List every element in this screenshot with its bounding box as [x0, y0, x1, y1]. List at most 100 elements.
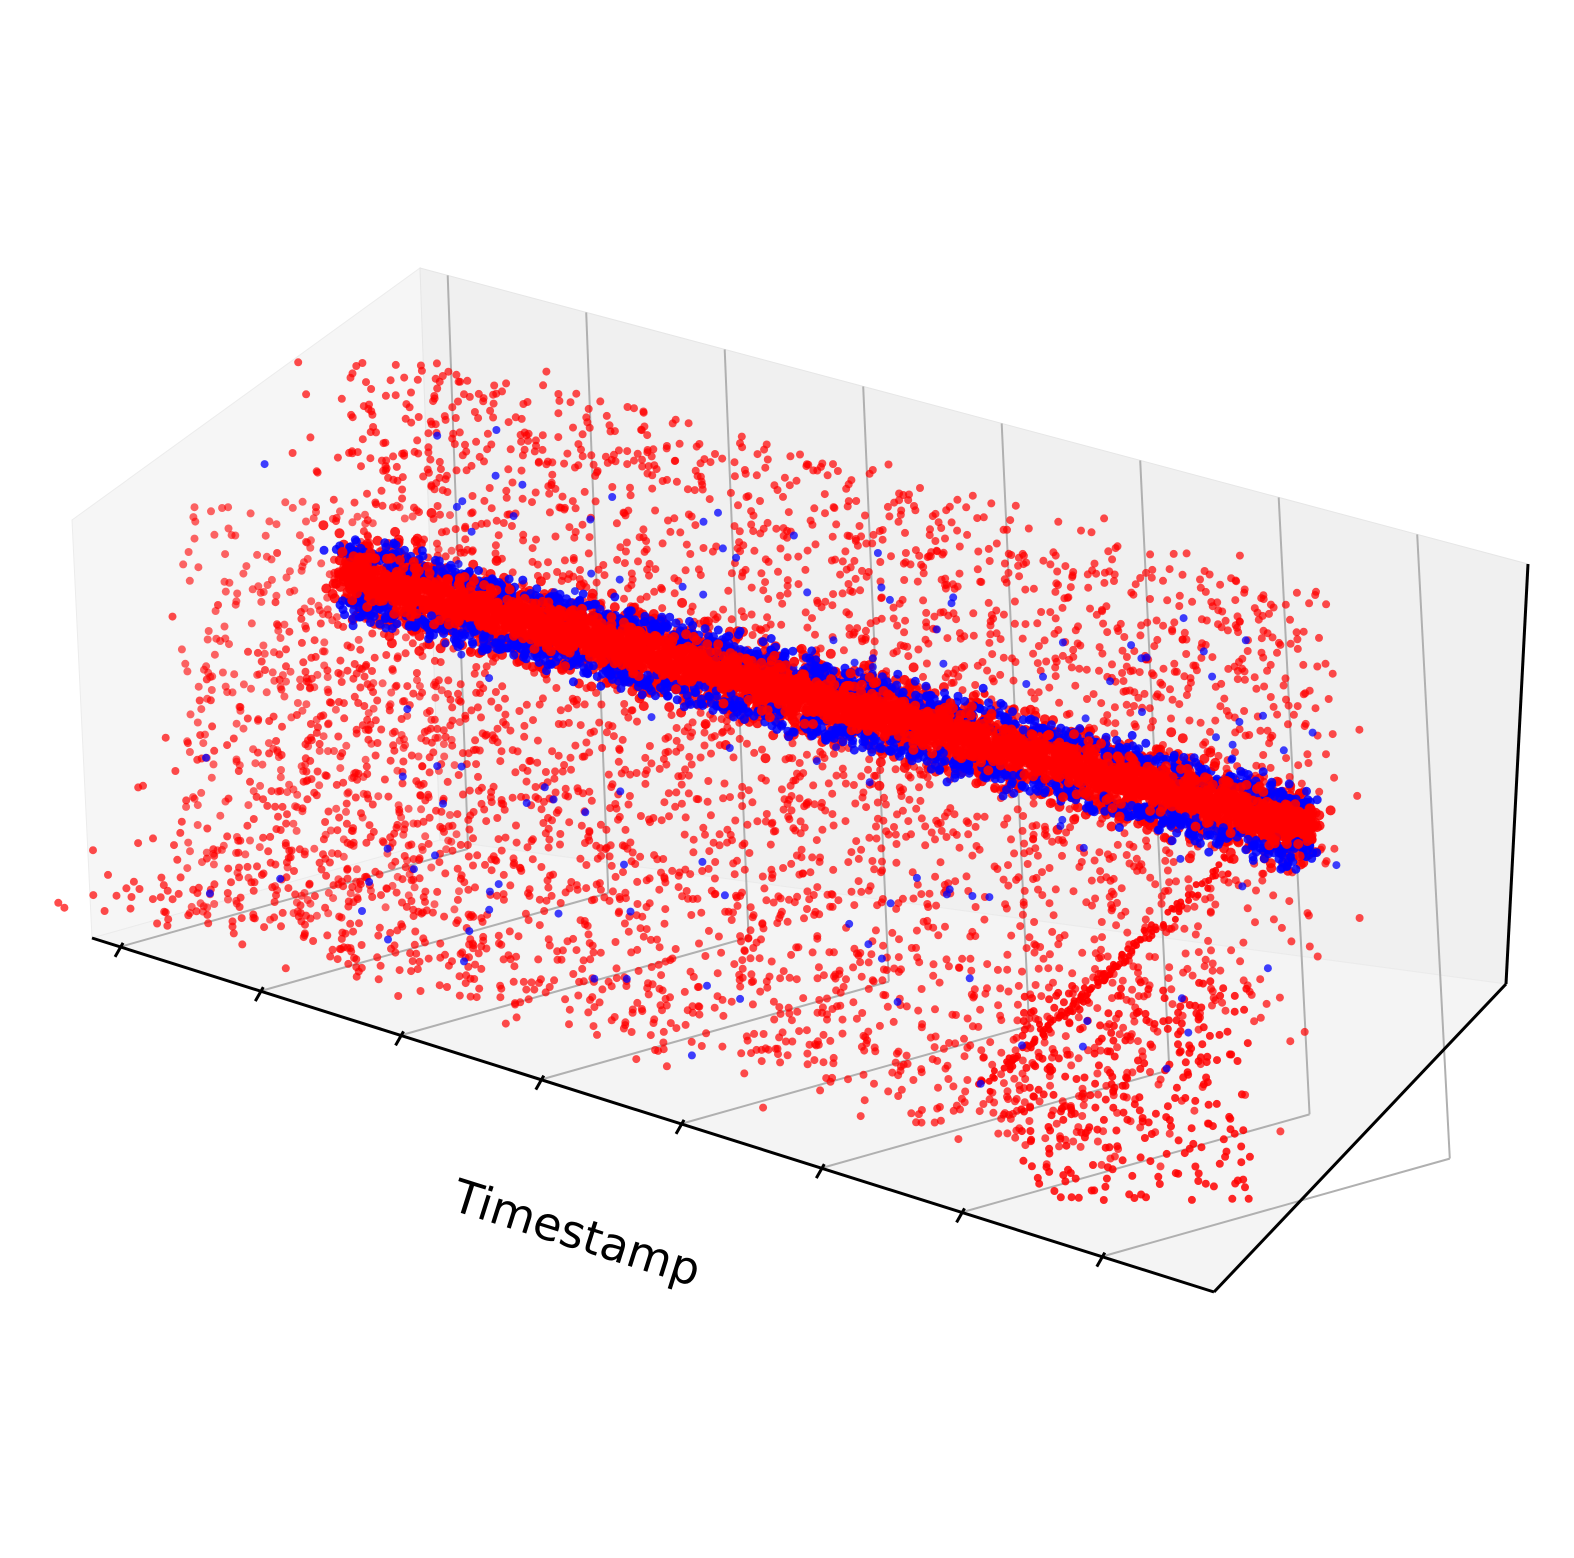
scatter-point	[1315, 787, 1324, 796]
scatter-point	[1239, 1175, 1248, 1184]
scatter-point	[717, 948, 726, 957]
scatter-point	[310, 892, 319, 901]
scatter-point	[1130, 862, 1138, 871]
scatter-point	[1024, 524, 1033, 533]
scatter-point	[1040, 636, 1049, 645]
scatter-point	[672, 736, 681, 745]
scatter-point	[253, 670, 262, 679]
scatter-point	[587, 796, 596, 805]
scatter-point	[89, 891, 98, 900]
scatter-point	[417, 734, 426, 743]
scatter-point	[695, 1010, 704, 1019]
scatter-point	[258, 760, 267, 769]
scatter-point	[817, 803, 826, 811]
scatter-point	[544, 843, 553, 852]
scatter-point	[239, 724, 248, 733]
scatter-point	[897, 506, 906, 515]
scatter-point	[436, 953, 445, 962]
scatter-point	[584, 549, 593, 558]
scatter-point	[517, 437, 526, 446]
scatter-point	[416, 781, 425, 790]
scatter-point	[694, 1002, 703, 1011]
scatter-point	[659, 1038, 668, 1047]
scatter-point	[898, 806, 907, 815]
scatter-point	[257, 657, 266, 666]
scatter-point	[814, 963, 823, 972]
scatter-point	[1003, 525, 1011, 534]
scatter-point	[647, 963, 656, 971]
scatter-point	[718, 1042, 727, 1051]
scatter-point	[1025, 847, 1034, 856]
scatter-point	[808, 614, 816, 623]
scatter-point	[1131, 580, 1140, 589]
scatter-point	[407, 967, 416, 976]
scatter-point	[605, 421, 614, 430]
scatter-point	[621, 825, 630, 834]
scatter-point	[779, 967, 788, 976]
scatter-point	[388, 666, 397, 675]
scatter-point	[266, 915, 275, 924]
scatter-point	[156, 893, 165, 902]
scatter-point	[544, 558, 552, 567]
scatter-point	[246, 509, 255, 518]
scatter-point	[414, 413, 423, 421]
scatter-point	[274, 812, 282, 821]
scatter-point	[247, 684, 255, 693]
scatter-point	[511, 768, 520, 777]
scatter-point	[1096, 867, 1105, 876]
scatter-point	[564, 718, 573, 727]
scatter-point	[554, 720, 563, 728]
scatter-point	[852, 837, 861, 846]
scatter-point	[1184, 891, 1192, 899]
scatter-point	[397, 813, 406, 822]
scatter-point	[441, 475, 450, 484]
scatter-point	[1067, 1193, 1076, 1202]
scatter-point	[1108, 555, 1117, 564]
scatter-point	[1294, 761, 1303, 770]
scatter-point	[1118, 1081, 1127, 1090]
scatter-point	[1027, 688, 1036, 697]
scatter-point	[1054, 517, 1063, 526]
scatter-point	[312, 715, 321, 724]
scatter-point	[681, 765, 690, 774]
scatter-point	[608, 722, 617, 731]
scatter-point	[931, 509, 940, 518]
scatter-point	[1025, 1117, 1034, 1125]
scatter-point	[896, 787, 905, 796]
scatter-point	[157, 873, 166, 882]
scatter-point	[1040, 1038, 1049, 1047]
scatter-point	[487, 697, 496, 706]
scatter-point	[980, 915, 989, 924]
scatter-point	[391, 360, 400, 369]
scatter-point	[612, 974, 621, 983]
scatter-point	[469, 808, 478, 816]
scatter-point	[1045, 995, 1054, 1004]
scatter-point	[177, 817, 186, 826]
scatter-point	[1109, 1036, 1118, 1045]
scatter-point	[1039, 954, 1048, 963]
scatter-point	[664, 789, 673, 798]
scatter-point	[943, 634, 952, 643]
scatter-point	[265, 517, 274, 526]
scatter-point	[1201, 738, 1210, 747]
scatter-point	[577, 821, 586, 830]
scatter-point	[402, 902, 411, 911]
scatter-point	[641, 779, 650, 788]
scatter-point	[241, 850, 250, 859]
scatter-point	[273, 549, 282, 557]
scatter-point	[300, 604, 309, 613]
scatter-point	[528, 498, 536, 507]
scatter-point	[624, 713, 633, 722]
scatter-point	[202, 848, 211, 857]
scatter-point	[891, 830, 900, 839]
scatter-point	[1019, 1084, 1028, 1093]
scatter-point	[1046, 560, 1055, 569]
scatter-point	[315, 858, 324, 867]
scatter-point	[771, 827, 780, 835]
scatter-point	[358, 813, 367, 822]
scatter-point	[421, 887, 430, 896]
scatter-point	[950, 810, 959, 819]
scatter-point	[566, 398, 575, 407]
scatter-point	[1022, 1063, 1031, 1072]
scatter-point	[433, 502, 442, 510]
